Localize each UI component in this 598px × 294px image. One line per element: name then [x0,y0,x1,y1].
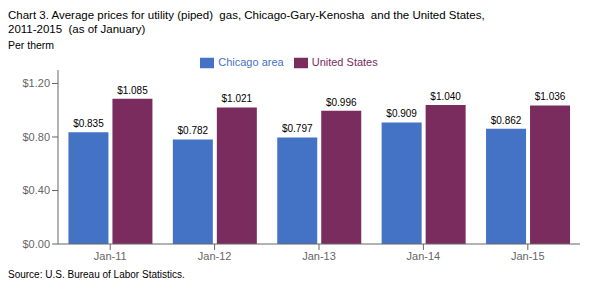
html-text:Per therm: Per therm [8,39,55,51]
svg-text:Jan-11: Jan-11 [94,250,127,262]
svg-text:$0.862: $0.862 [491,115,522,126]
html-text:Chicago area: Chicago area [218,56,284,68]
html-text:United States: United States [311,56,378,68]
svg-text:$1.040: $1.040 [430,91,461,102]
svg-text:$0.996: $0.996 [326,97,357,108]
svg-text:$0.00: $0.00 [22,238,50,250]
svg-text:Jan-12: Jan-12 [198,250,232,262]
svg-text:$1.021: $1.021 [222,93,253,104]
svg-text:Jan-15: Jan-15 [511,250,545,262]
html-text:Source: U.S. Bureau of Labor S: Source: U.S. Bureau of Labor Statistics. [8,269,185,280]
svg-text:$0.797: $0.797 [282,123,313,134]
html-text:2011-2015 (as of January): 2011-2015 (as of January) [8,23,146,35]
html-text:Chart 3. Average prices for ut: Chart 3. Average prices for utility (pip… [8,9,485,21]
svg-text:$1.20: $1.20 [22,77,50,89]
svg-text:$0.835: $0.835 [73,118,104,129]
svg-text:$0.40: $0.40 [22,184,50,196]
svg-text:Jan-13: Jan-13 [302,250,336,262]
svg-text:$0.909: $0.909 [386,108,417,119]
svg-text:Jan-14: Jan-14 [407,250,441,262]
svg-text:$1.085: $1.085 [117,85,148,96]
svg-text:$0.80: $0.80 [22,131,50,143]
svg-text:$0.782: $0.782 [178,125,209,136]
svg-text:$1.036: $1.036 [535,91,566,102]
